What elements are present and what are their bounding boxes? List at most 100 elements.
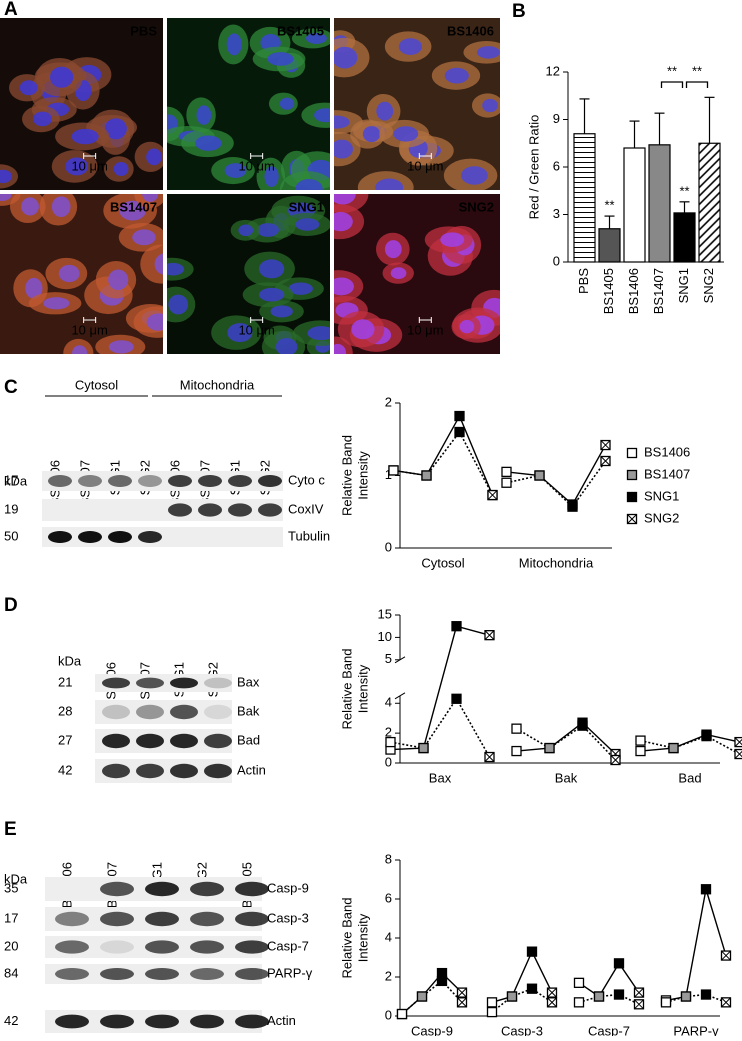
band: [48, 475, 72, 487]
band: [136, 763, 164, 779]
band: [136, 733, 164, 749]
band: [100, 881, 134, 897]
nucleus: [238, 224, 254, 237]
nucleus: [19, 80, 38, 96]
nucleus: [384, 240, 402, 259]
y-tick-label: 15: [378, 606, 392, 621]
band: [235, 968, 269, 980]
line: [393, 430, 494, 496]
point: [701, 730, 712, 742]
nucleus: [334, 277, 354, 296]
band: [190, 911, 224, 927]
legend-label: BS1407: [644, 466, 690, 481]
blot-strip: [42, 471, 283, 491]
point-cross: [634, 999, 644, 1010]
line: [491, 949, 553, 1004]
protein-label: Cyto c: [288, 472, 325, 487]
band: [145, 940, 179, 954]
micrograph-label: PBS: [130, 23, 157, 38]
x-tick-label: Bak: [555, 770, 578, 785]
line: [640, 733, 740, 752]
protein-label: CoxIV: [288, 501, 324, 516]
protein-label: Casp-7: [267, 938, 309, 953]
group-header: Cytosol: [75, 377, 118, 392]
band: [228, 475, 252, 487]
legend-label: BS1406: [644, 444, 690, 459]
nucleus: [146, 148, 162, 166]
nucleus: [295, 218, 320, 231]
x-tick-label: SNG2: [701, 268, 716, 303]
band: [170, 704, 198, 720]
significance-label: **: [692, 63, 702, 78]
point: [613, 958, 625, 969]
protein-label: Bax: [237, 674, 260, 689]
point: [451, 621, 462, 632]
nucleus: [71, 128, 99, 145]
line: [390, 697, 491, 758]
mw-label: 28: [58, 703, 72, 718]
scale-bar-label: 10 μm: [71, 322, 107, 337]
band: [145, 968, 179, 980]
y-tick-label: 6: [553, 158, 560, 173]
nucleus: [351, 319, 375, 340]
y-tick-label: 2: [385, 394, 392, 409]
nucleus: [334, 343, 347, 354]
x-tick-label: BS1405: [601, 268, 616, 314]
band: [55, 1014, 89, 1029]
line: [516, 724, 617, 761]
unit-label: kDa: [58, 653, 82, 668]
nucleus: [376, 101, 394, 121]
nucleus: [132, 229, 156, 246]
point-cross: [734, 737, 742, 747]
nucleus: [196, 105, 212, 125]
protein-label: Casp-9: [267, 880, 309, 895]
line: [578, 962, 640, 998]
point: [454, 426, 465, 438]
y-tick-label: 4: [385, 929, 392, 944]
y-tick-label: 10: [378, 629, 392, 644]
blot-strip: [95, 700, 232, 724]
band: [235, 911, 269, 927]
band: [228, 503, 252, 517]
point-cross: [734, 749, 742, 759]
bar: [698, 142, 721, 263]
band: [168, 503, 192, 517]
band: [102, 677, 130, 689]
band: [100, 1014, 134, 1029]
x-tick-label: Casp-3: [501, 1023, 543, 1036]
line: [665, 889, 727, 1002]
x-tick-label: SNG1: [676, 268, 691, 303]
band: [100, 940, 134, 954]
panel-label: B: [512, 1, 526, 22]
band: [235, 940, 269, 954]
band: [100, 911, 134, 927]
band: [235, 881, 269, 897]
line: [393, 414, 494, 496]
nucleus: [108, 340, 134, 354]
point: [451, 693, 462, 704]
protein-label: Bad: [237, 732, 260, 747]
band: [102, 704, 130, 720]
y-tick-label: 4: [385, 695, 392, 710]
panel-label: D: [4, 595, 18, 616]
y-tick-label: 2: [385, 968, 392, 983]
point: [577, 720, 588, 731]
unit-label: kDa: [4, 871, 28, 886]
point: [501, 477, 512, 488]
legend-label: SNG1: [644, 488, 679, 503]
point: [416, 991, 428, 1002]
point: [418, 742, 429, 754]
point-cross: [457, 997, 467, 1008]
y-tick-label: 0: [553, 253, 560, 268]
mw-label: 84: [4, 965, 18, 980]
band: [168, 475, 192, 487]
y-axis-title: Relative Band: [339, 435, 354, 516]
point-cross: [484, 752, 495, 762]
mw-label: 35: [4, 880, 18, 895]
band: [190, 881, 224, 897]
nucleus: [264, 166, 279, 188]
band: [190, 968, 224, 980]
nucleus: [256, 223, 279, 237]
band: [204, 763, 232, 779]
